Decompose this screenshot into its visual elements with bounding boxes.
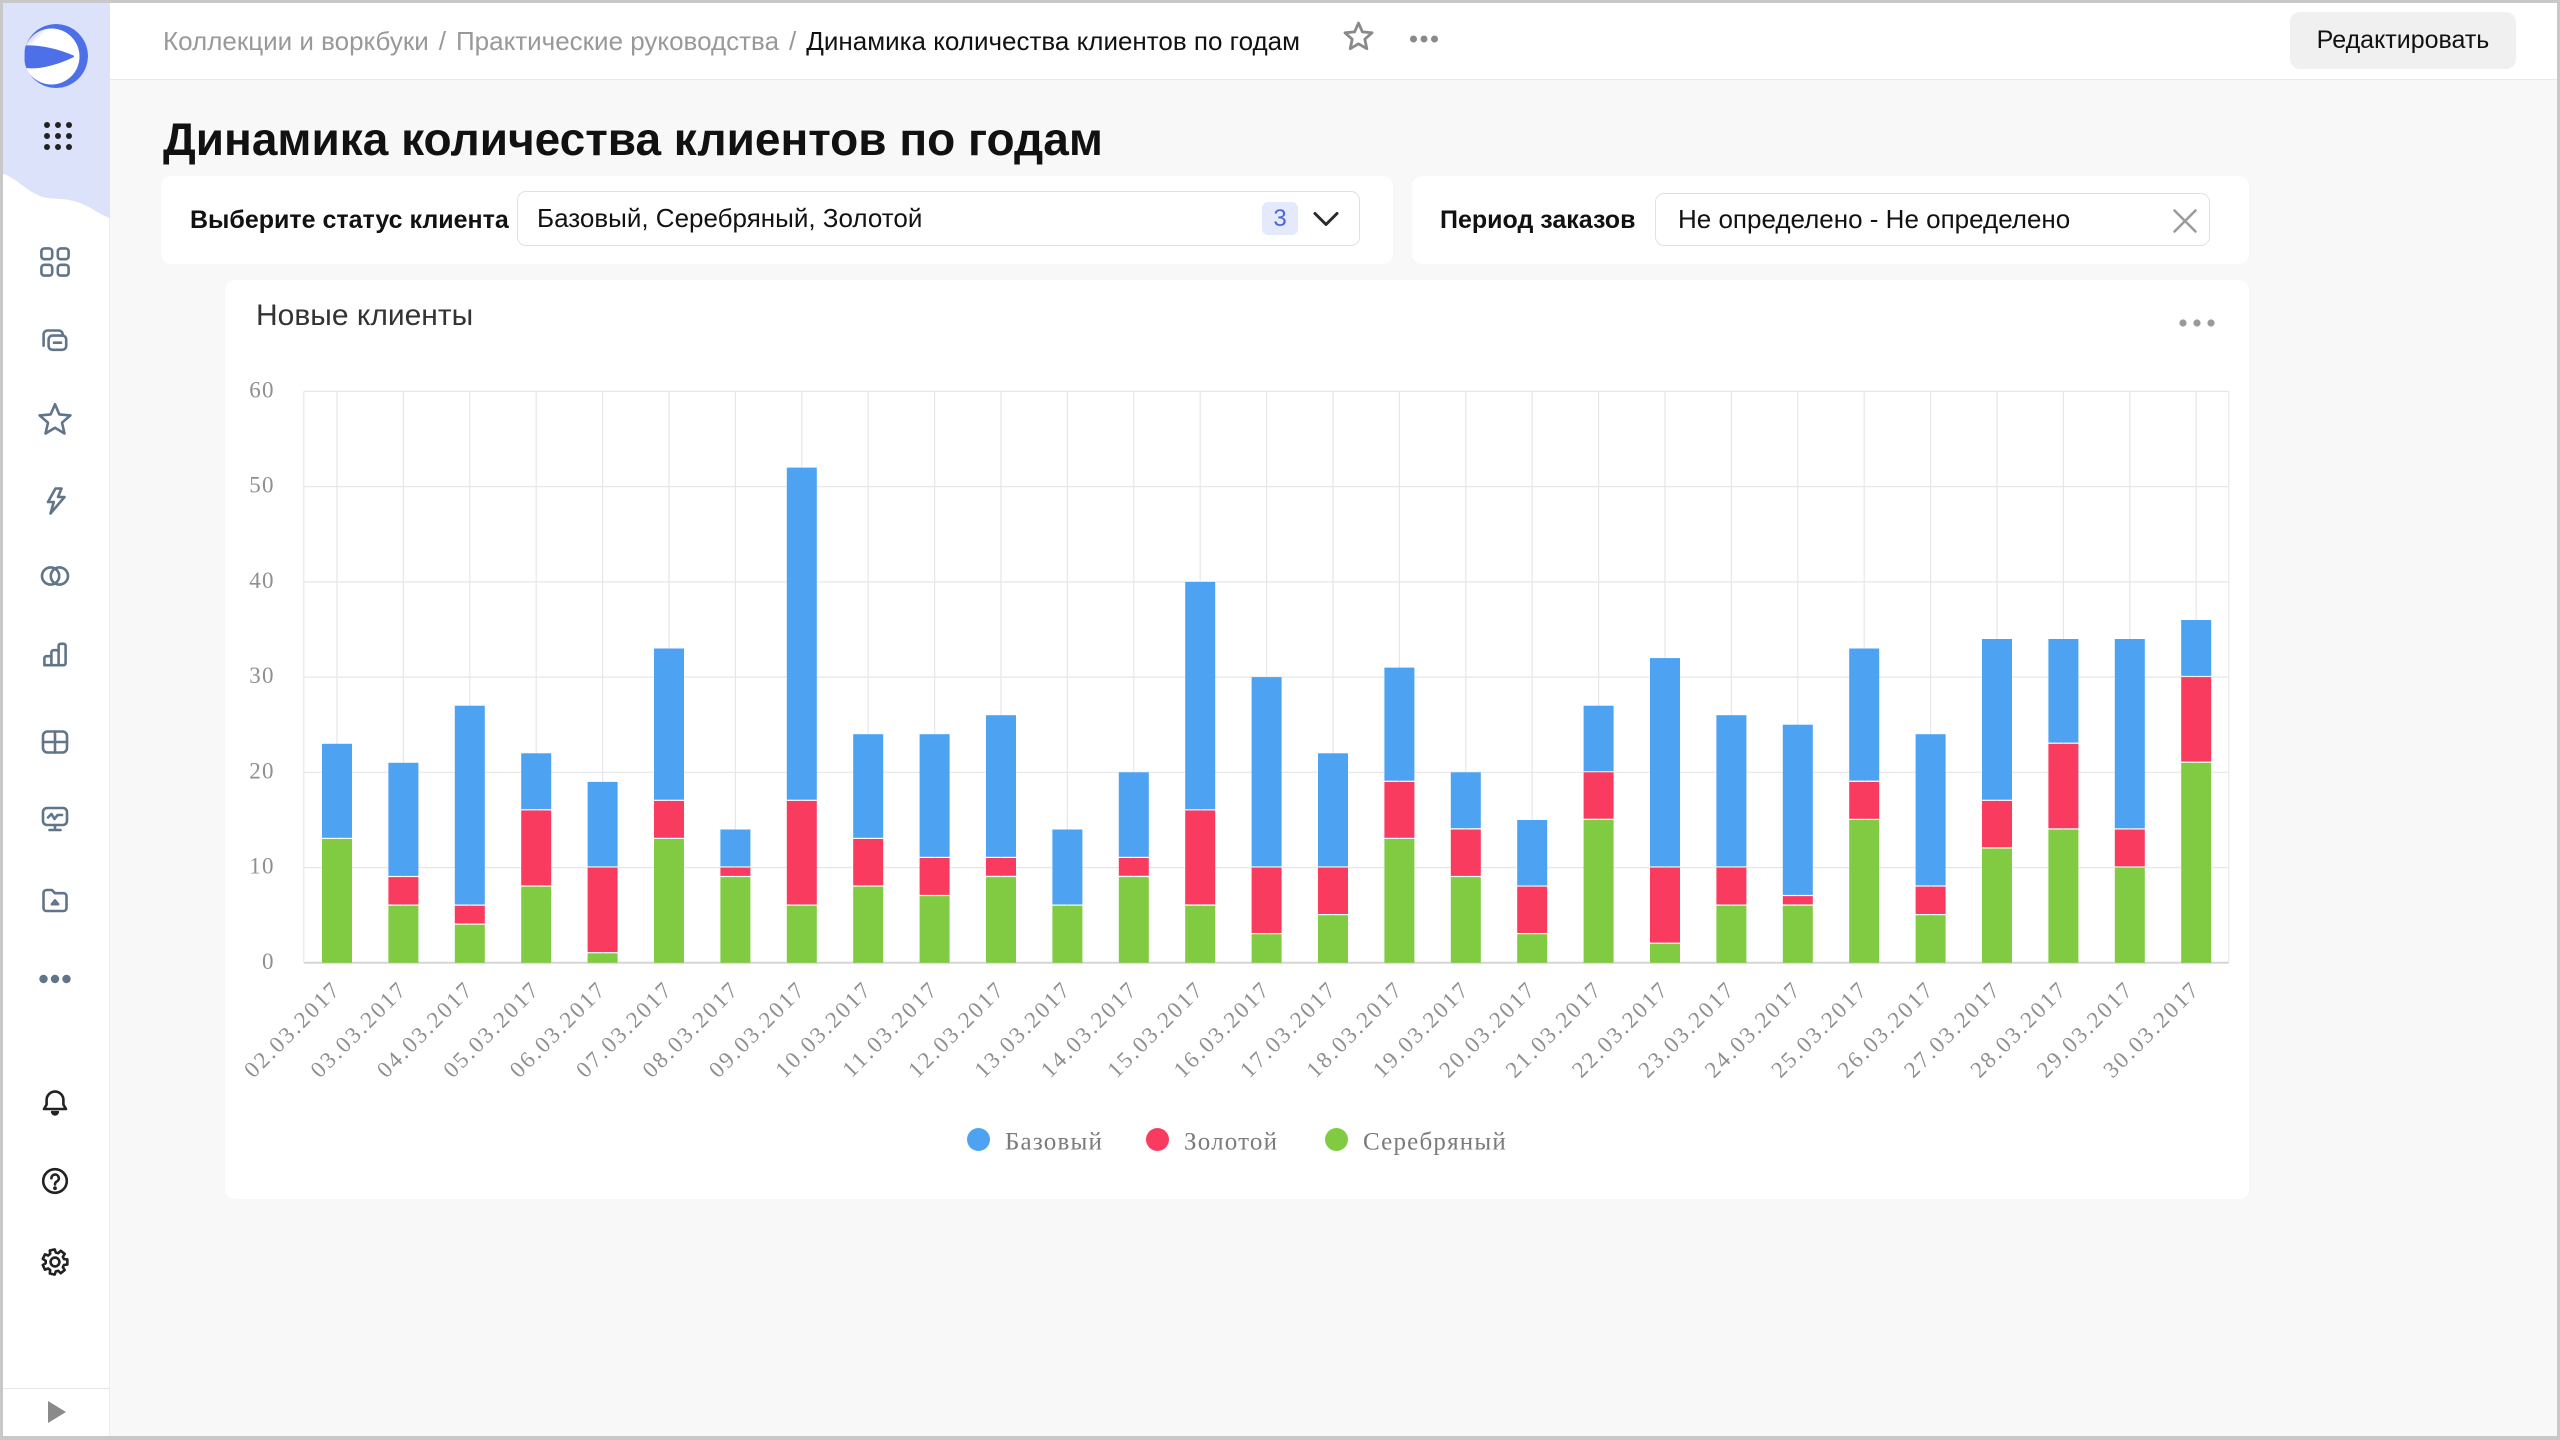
svg-text:40: 40 — [249, 568, 275, 593]
svg-text:20: 20 — [249, 758, 275, 783]
svg-text:50: 50 — [249, 473, 275, 498]
svg-text:Базовый: Базовый — [1005, 1129, 1103, 1156]
svg-text:30: 30 — [249, 663, 275, 688]
svg-text:0: 0 — [262, 949, 275, 974]
svg-text:Золотой: Золотой — [1184, 1129, 1278, 1156]
svg-text:Серебряный: Серебряный — [1363, 1129, 1507, 1156]
svg-text:60: 60 — [249, 377, 275, 402]
svg-text:10: 10 — [249, 854, 275, 879]
